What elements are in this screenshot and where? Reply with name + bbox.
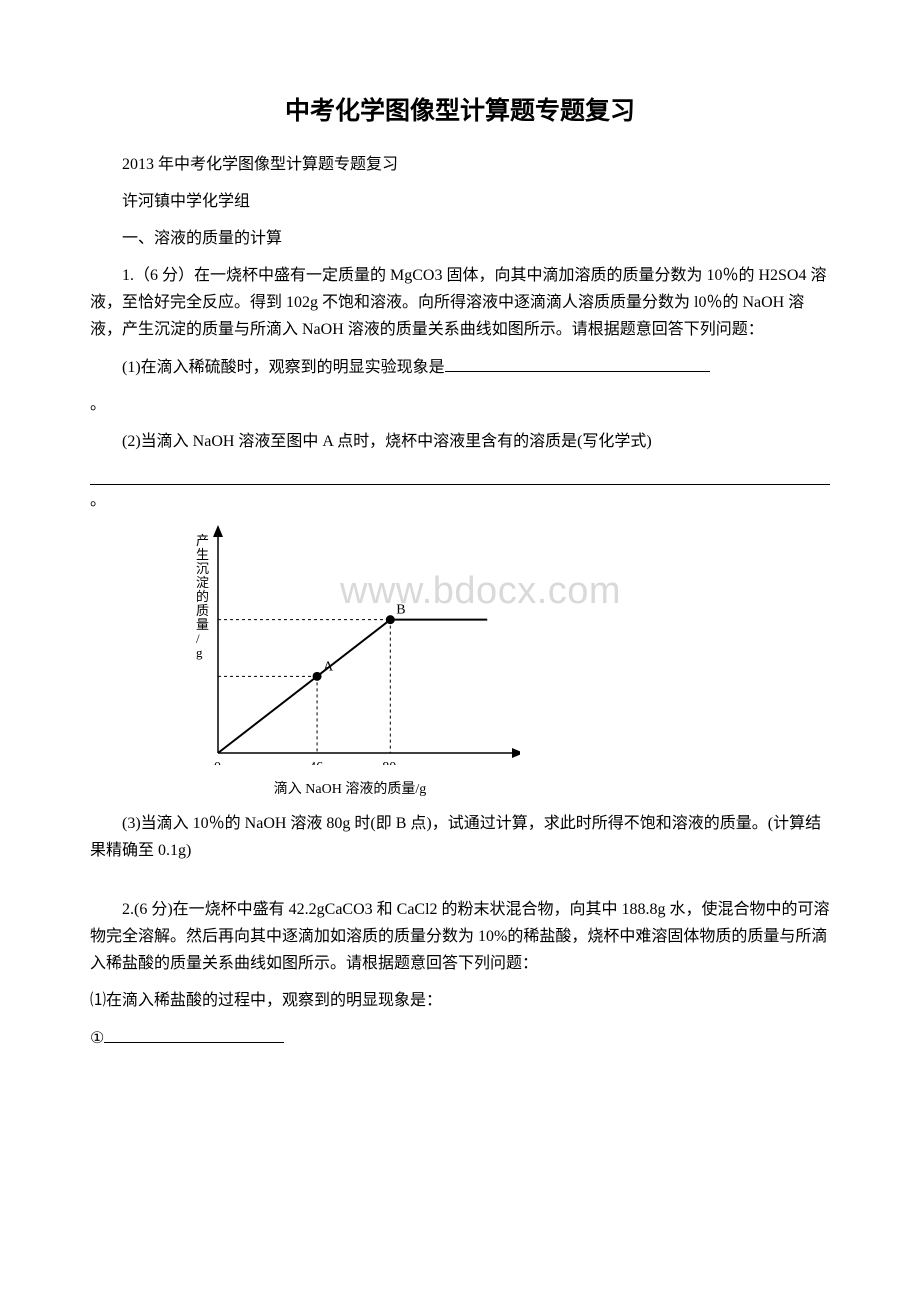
- q2-sub1b-text: ①: [90, 1030, 104, 1047]
- q1-stem: 1.（6 分）在一烧杯中盛有一定质量的 MgCO3 固体，向其中滴加溶质的质量分…: [90, 262, 830, 344]
- q2-stem: 2.(6 分)在一烧杯中盛有 42.2gCaCO3 和 CaCl2 的粉末状混合…: [90, 896, 830, 978]
- period-1: 。: [90, 391, 830, 418]
- subtitle-year: 2013 年中考化学图像型计算题专题复习: [90, 151, 830, 178]
- section-heading: 一、溶液的质量的计算: [90, 225, 830, 252]
- svg-text:A: A: [323, 659, 334, 674]
- svg-text:B: B: [396, 602, 405, 617]
- q1-sub1-text: (1)在滴入稀硫酸时，观察到的明显实验现象是: [122, 359, 445, 376]
- q2-sub1b: ①: [90, 1025, 830, 1052]
- svg-text:80: 80: [382, 760, 396, 765]
- blank-q1s2: [90, 465, 830, 485]
- q1-sub1: (1)在滴入稀硫酸时，观察到的明显实验现象是: [90, 354, 830, 381]
- q1-sub3: (3)当滴入 10％的 NaOH 溶液 80g 时(即 B 点)，试通过计算，求…: [90, 810, 830, 864]
- spacer: [90, 874, 830, 896]
- chart-xlabel: 滴入 NaOH 溶液的质量/g: [180, 778, 520, 802]
- chart-svg: 产生沉淀的质量/g 0 46 80 A B: [180, 525, 520, 765]
- chart-q1: www.bdocx.com 产生沉淀的质量/g04680AB 滴入 NaOH 溶…: [180, 525, 520, 802]
- page-title: 中考化学图像型计算题专题复习: [90, 90, 830, 133]
- svg-text:46: 46: [309, 760, 323, 765]
- blank-q1s1: [445, 355, 710, 372]
- svg-text:产生沉淀的质量/g: 产生沉淀的质量/g: [196, 533, 209, 660]
- q2-sub1a: ⑴在滴入稀盐酸的过程中，观察到的明显现象是：: [90, 987, 830, 1014]
- blank-q2s1b: [104, 1026, 284, 1043]
- period-2: 。: [90, 487, 830, 514]
- svg-text:0: 0: [214, 760, 221, 765]
- school-group: 许河镇中学化学组: [90, 188, 830, 215]
- q1-sub2-text: (2)当滴入 NaOH 溶液至图中 A 点时，烧杯中溶液里含有的溶质是(写化学式…: [90, 428, 830, 455]
